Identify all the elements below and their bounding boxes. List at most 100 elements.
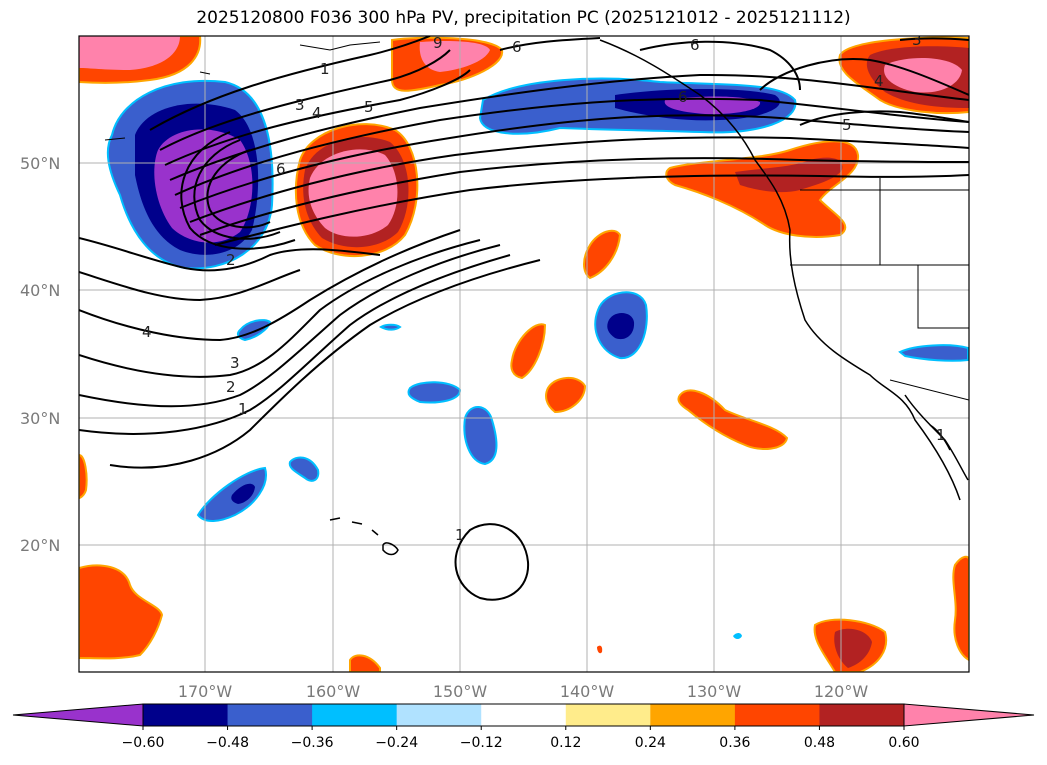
lat-label-20n: 20°N [20, 536, 60, 555]
pos-blob-bottomleft [79, 564, 164, 660]
colorbar-tick-label: −0.36 [291, 735, 334, 751]
map-frame [78, 35, 970, 673]
pv-contour-4 [164, 69, 471, 166]
figure-title: 2025120800 F036 300 hPa PV, precipitatio… [196, 8, 851, 28]
pv-label-6-mid: 6 [690, 36, 700, 54]
lon-label-150w: 150°W [433, 682, 488, 701]
pv-contour-baja-1 [929, 424, 951, 451]
map-area: 1 3 4 5 6 6 2 4 3 2 1 1 4 5 9 6 6 3 1 [79, 31, 969, 672]
pos-blob-topleft-core [79, 36, 180, 70]
pos-blob-right-edge [952, 555, 969, 662]
colorbar-tick-label: 0.60 [888, 735, 919, 751]
pv-contour-right-5 [799, 110, 969, 126]
colorbar-segment [565, 704, 651, 726]
lon-label-160w: 160°W [306, 682, 361, 701]
pv-label-4: 4 [312, 104, 322, 122]
pv-contour-south-ring [454, 523, 530, 601]
pv-contour-4-west [79, 269, 301, 302]
pv-contour-c [199, 157, 969, 236]
hawaii-islands [329, 517, 399, 556]
us-mexico-border [889, 379, 969, 401]
pos-blob-bottomright-dark [834, 628, 872, 668]
lat-label-50n: 50°N [20, 154, 60, 173]
pv-contour-2-west [79, 237, 381, 272]
pv-contour-west-4 [79, 239, 481, 378]
colorbar-segment [143, 704, 229, 726]
pv-label-4-right: 4 [874, 72, 884, 90]
neg-blob-east-coast [898, 344, 969, 362]
neg-blob-central-dark [607, 313, 635, 340]
lat-label-40n: 40°N [20, 281, 60, 300]
pv-contour-5 [169, 73, 969, 181]
pos-blob-tiny [597, 645, 603, 654]
pv-contour-a [179, 114, 969, 209]
colorbar-segment [734, 704, 820, 726]
colorbar-segment [227, 704, 313, 726]
pv-label-2: 2 [226, 251, 236, 269]
colorbar-tick-label: −0.12 [460, 735, 503, 751]
pv-label-1-south: 1 [455, 526, 465, 544]
neg-blob-small-3 [236, 319, 272, 342]
lon-label-130w: 130°W [687, 682, 742, 701]
pv-label-5: 5 [364, 98, 374, 116]
pv-contour-1-north [149, 36, 431, 131]
pos-blob-bottom-small [349, 654, 381, 672]
colorbar-segment [819, 704, 905, 726]
pv-label-6: 6 [276, 160, 286, 178]
pv-label-3-west: 3 [230, 354, 240, 372]
pv-contour-top-6b [639, 40, 801, 91]
pv-contour-low-ring-2 [193, 139, 281, 240]
state-border-1 [879, 178, 969, 266]
neg-blob-southwest [196, 466, 267, 522]
pv-contour-3 [159, 49, 451, 151]
pos-blob-small-c [545, 377, 587, 414]
pv-label-3-right: 3 [912, 31, 922, 49]
neg-blob-tiny-1 [379, 323, 402, 331]
pv-label-1-baja: 1 [936, 426, 946, 444]
pos-blob-top-mid-core [419, 40, 490, 72]
colorbar-tick-label: −0.24 [375, 735, 418, 751]
pv-contour-top-6a [499, 37, 601, 51]
pv-contour-right-4 [759, 58, 969, 96]
lon-label-120w: 120°W [814, 682, 869, 701]
lon-label-170w: 170°W [178, 682, 233, 701]
lat-label-30n: 30°N [20, 409, 60, 428]
neg-blob-small-1 [407, 381, 462, 404]
latitude-labels: 50°N 40°N 30°N 20°N [20, 154, 60, 555]
colorbar-tick-label: 0.36 [719, 735, 750, 751]
pv-label-4-west: 4 [142, 323, 152, 341]
colorbar-tick-label: 0.24 [635, 735, 666, 751]
pv-contour-low-ring-1 [206, 149, 271, 229]
pos-blob-small-a [583, 229, 622, 280]
lon-label-140w: 140°W [560, 682, 615, 701]
pv-contour-west-3 [79, 229, 461, 342]
colorbar-segment [481, 704, 567, 726]
colorbar-segment [312, 704, 398, 726]
pv-contour-right-3 [899, 37, 969, 41]
pv-label-1: 1 [320, 60, 330, 78]
pv-contour-d [214, 174, 969, 246]
colorbar: −0.60 −0.48 −0.36 −0.24 −0.12 0.12 0.24 0.36 0.4… [12, 703, 1035, 751]
pos-blob-leftedge [79, 453, 88, 500]
pos-blob-small-b [510, 323, 547, 380]
colorbar-tick-label: −0.60 [122, 735, 165, 751]
colorbar-segment [650, 704, 736, 726]
longitude-labels: 170°W 160°W 150°W 140°W 130°W 120°W [178, 682, 869, 701]
neg-blob-south [463, 406, 498, 466]
pv-label-6-gulf: 6 [678, 88, 688, 106]
colorbar-frame [142, 703, 905, 727]
colorbar-extend-low [12, 703, 144, 727]
colorbar-segment [396, 704, 482, 726]
colorbar-tick-label: 0.12 [550, 735, 581, 751]
pv-label-5-right: 5 [842, 116, 852, 134]
pv-contour-west-1 [79, 254, 511, 435]
colorbar-extend-high [903, 703, 1035, 727]
pv-label-9: 9 [433, 34, 443, 52]
pv-contour-west-1b [109, 259, 541, 469]
pv-label-6-top: 6 [512, 38, 522, 56]
north-america-coast [599, 39, 961, 501]
alaska-islands [104, 41, 381, 141]
neg-blob-southwest-dark [231, 483, 255, 504]
pv-label-3: 3 [295, 96, 305, 114]
